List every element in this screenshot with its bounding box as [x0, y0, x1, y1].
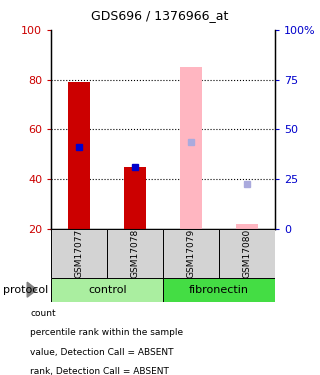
Bar: [68, 82, 91, 229]
Text: rank, Detection Call = ABSENT: rank, Detection Call = ABSENT: [30, 367, 169, 375]
Bar: [219, 229, 275, 278]
Bar: [51, 229, 107, 278]
Text: protocol: protocol: [3, 285, 48, 295]
Bar: [180, 67, 203, 229]
Text: GSM17079: GSM17079: [187, 228, 196, 278]
Bar: [163, 229, 219, 278]
Bar: [163, 278, 275, 302]
Text: count: count: [30, 309, 56, 318]
Text: fibronectin: fibronectin: [189, 285, 249, 295]
Bar: [124, 166, 147, 229]
Bar: [107, 229, 163, 278]
Bar: [51, 278, 163, 302]
Text: GSM17080: GSM17080: [243, 228, 252, 278]
Text: percentile rank within the sample: percentile rank within the sample: [30, 328, 184, 337]
Text: GSM17077: GSM17077: [75, 228, 84, 278]
Text: GSM17078: GSM17078: [131, 228, 140, 278]
Bar: [236, 224, 259, 229]
Text: control: control: [88, 285, 126, 295]
Polygon shape: [27, 282, 37, 297]
Text: value, Detection Call = ABSENT: value, Detection Call = ABSENT: [30, 348, 174, 357]
Text: GDS696 / 1376966_at: GDS696 / 1376966_at: [91, 9, 229, 22]
